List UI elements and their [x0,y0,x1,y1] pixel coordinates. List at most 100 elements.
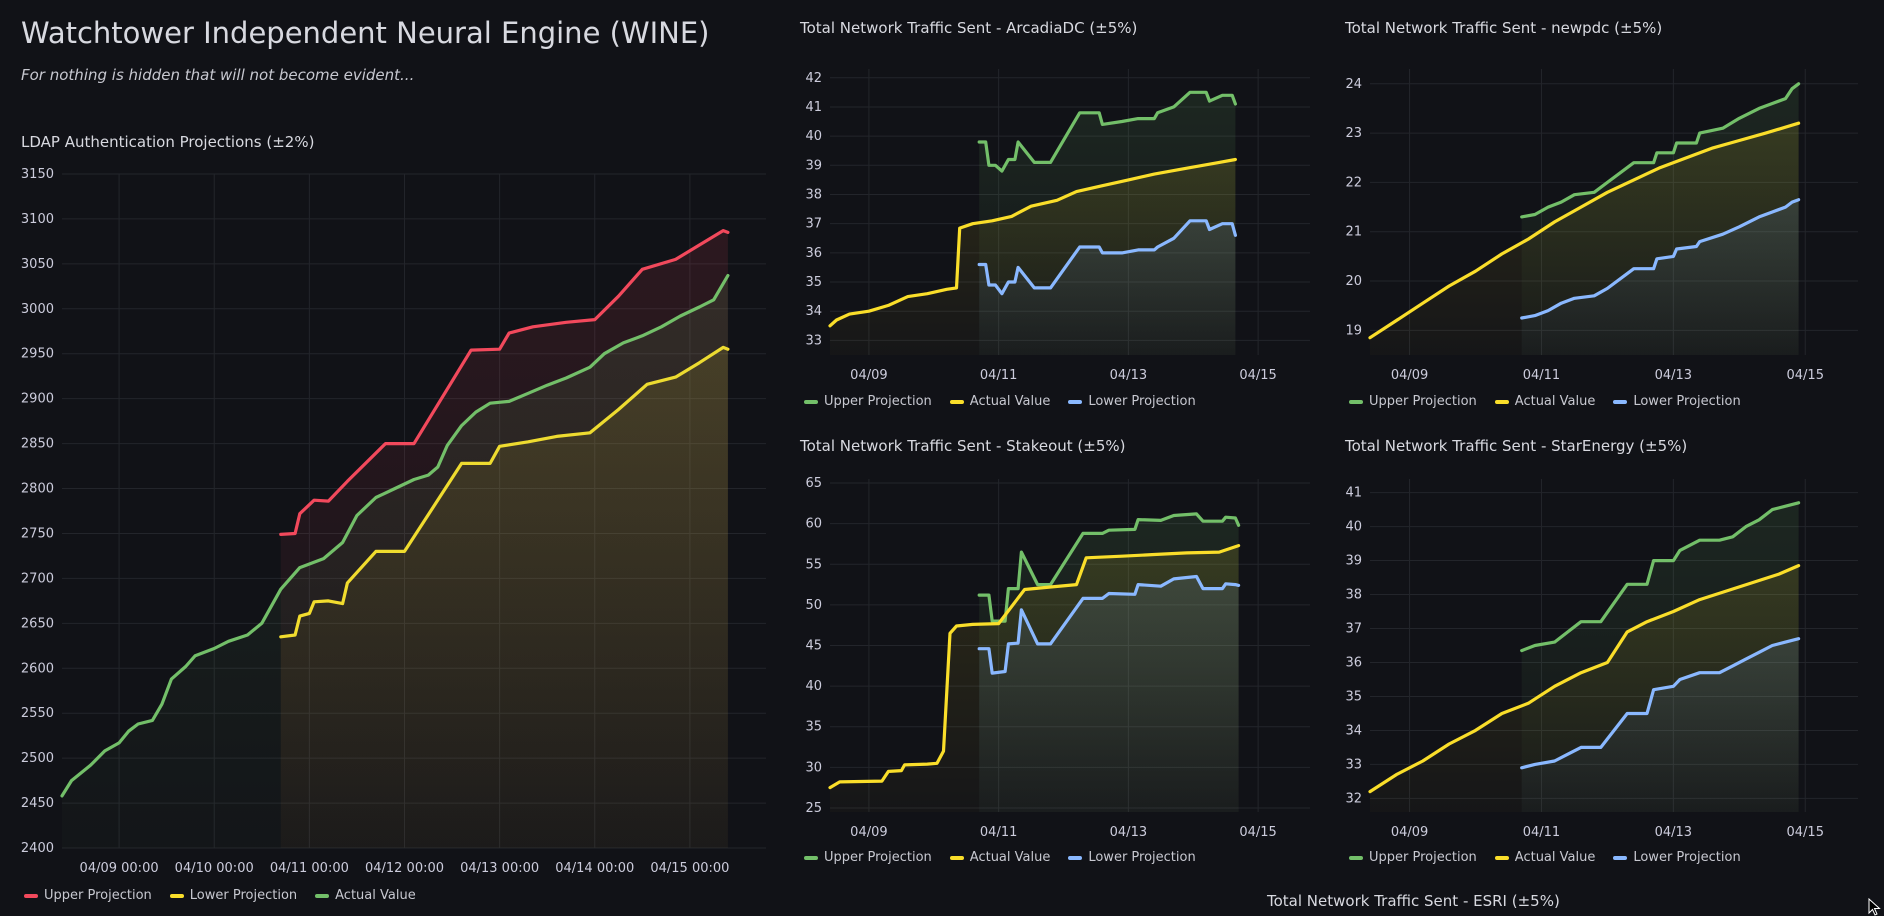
y-tick-label: 2700 [21,571,54,586]
x-tick-label: 04/12 00:00 [365,861,444,876]
series-line-actual-value[interactable] [60,273,730,798]
series-area-lower-projection [1521,638,1799,812]
legend-item-lower-projection[interactable]: Lower Projection [1613,850,1741,865]
legend-item-lower-projection[interactable]: Lower Projection [1068,394,1196,409]
legend-label: Actual Value [1514,850,1596,865]
y-tick-label: 39 [805,158,822,173]
arcadia-chart[interactable]: 33 34 35 36 37 38 39 40 41 42 04/09 04/11 04/13 04/15 [770,55,1312,395]
legend-swatch [1068,855,1083,860]
arcadia-legend[interactable]: Upper Projection Actual Value Lower Projec… [804,394,1196,409]
newpdc-legend[interactable]: Upper Projection Actual Value Lower Projec… [1349,394,1741,409]
series-line-actual-value[interactable] [828,157,1237,328]
y-tick-label: 40 [805,679,822,694]
y-tick-label: 2750 [21,526,54,541]
x-tick-label: 04/11 [980,825,1017,840]
series-line-actual-value[interactable] [1368,121,1801,340]
legend-label: Upper Projection [1369,394,1477,409]
y-tick-label: 3100 [21,212,54,227]
y-tick-label: 34 [1345,723,1362,738]
legend-label: Actual Value [969,394,1051,409]
series-line-actual-value[interactable] [1368,564,1801,794]
x-tick-label: 04/09 [1391,825,1428,840]
x-tick-label: 04/11 [980,368,1017,383]
legend-item-lower-projection[interactable]: Lower Projection [1068,850,1196,865]
legend-label: Upper Projection [44,888,152,903]
x-tick-label: 04/15 00:00 [650,861,729,876]
legend-item-upper-projection[interactable]: Upper Projection [804,394,932,409]
panel-title-ldap[interactable]: LDAP Authentication Projections (±2%) [21,133,315,151]
legend-swatch [1068,399,1083,404]
series-line-upper-projection[interactable] [977,90,1237,173]
series-line-lower-projection[interactable] [1520,637,1801,770]
legend-item-actual-value[interactable]: Actual Value [1494,394,1595,409]
legend-swatch [315,893,330,898]
legend-item-actual-value[interactable]: Actual Value [315,888,416,903]
panel-title-stakeout[interactable]: Total Network Traffic Sent - Stakeout (±… [800,437,1126,455]
legend-item-upper-projection[interactable]: Upper Projection [24,888,152,903]
legend-label: Lower Projection [1088,394,1196,409]
legend-item-lower-projection[interactable]: Lower Projection [1613,394,1741,409]
y-tick-label: 40 [805,129,822,144]
series-line-lower-projection[interactable] [1520,198,1801,320]
x-tick-label: 04/13 [1110,825,1147,840]
y-tick-label: 42 [805,71,822,86]
newpdc-chart[interactable]: 19 20 21 22 23 24 04/09 04/11 04/13 04/15 [1320,55,1860,395]
x-tick-label: 04/11 [1523,368,1560,383]
legend-swatch [1613,399,1628,404]
y-tick-label: 38 [1345,588,1362,603]
legend-item-upper-projection[interactable]: Upper Projection [1349,850,1477,865]
y-tick-label: 22 [1345,175,1362,190]
y-tick-label: 40 [1345,520,1362,535]
legend-item-lower-projection[interactable]: Lower Projection [169,888,297,903]
series-line-actual-value[interactable] [828,544,1241,790]
dashboard-subtitle: For nothing is hidden that will not beco… [21,66,415,84]
series-area-lower-projection [979,220,1236,355]
panel-title-arcadia[interactable]: Total Network Traffic Sent - ArcadiaDC (… [800,19,1138,37]
y-tick-label: 23 [1345,126,1362,141]
legend-label: Lower Projection [1633,850,1741,865]
y-tick-label: 3150 [21,167,54,182]
x-tick-label: 04/09 [850,368,887,383]
stakeout-legend[interactable]: Upper Projection Actual Value Lower Projec… [804,850,1196,865]
panel-title-newpdc[interactable]: Total Network Traffic Sent - newpdc (±5%… [1345,19,1663,37]
legend-swatch [949,399,964,404]
starenergy-legend[interactable]: Upper Projection Actual Value Lower Projec… [1349,850,1741,865]
series-line-upper-projection[interactable] [977,512,1241,623]
legend-item-upper-projection[interactable]: Upper Projection [804,850,932,865]
legend-item-actual-value[interactable]: Actual Value [949,850,1051,865]
legend-item-upper-projection[interactable]: Upper Projection [1349,394,1477,409]
ldap-legend[interactable]: Upper Projection Lower Projection Actual V… [24,888,416,903]
legend-swatch [1494,399,1509,404]
panel-title-esri[interactable]: Total Network Traffic Sent - ESRI (±5%) [1267,892,1560,910]
series-line-lower-projection[interactable] [977,219,1237,296]
starenergy-chart[interactable]: 32 33 34 35 36 37 38 39 40 41 04/09 04/11 04/13 04/15 [1320,465,1860,851]
y-tick-label: 45 [805,639,822,654]
y-tick-label: 36 [1345,655,1362,670]
ldap-chart[interactable]: 2400 2450 2500 2550 2600 2650 2700 2750 2800 2850… [0,160,770,876]
series-area-lower-projection [979,576,1239,812]
legend-label: Actual Value [969,850,1051,865]
legend-item-actual-value[interactable]: Actual Value [1494,850,1596,865]
legend-swatch [1613,855,1628,860]
x-tick-label: 04/15 [1239,368,1276,383]
y-tick-label: 2600 [21,661,54,676]
series-line-upper-projection[interactable] [279,229,730,536]
legend-label: Actual Value [335,888,416,903]
legend-label: Upper Projection [824,850,932,865]
x-tick-label: 04/09 00:00 [80,861,159,876]
y-tick-label: 2450 [21,796,54,811]
y-tick-label: 2400 [21,841,54,856]
x-tick-label: 04/10 00:00 [175,861,254,876]
y-tick-label: 65 [805,476,822,491]
panel-title-starenergy[interactable]: Total Network Traffic Sent - StarEnergy … [1345,437,1688,455]
y-tick-label: 24 [1345,77,1362,92]
legend-item-actual-value[interactable]: Actual Value [949,394,1051,409]
stakeout-chart[interactable]: 25 30 35 40 45 50 55 60 65 04/09 04/11 04/13 04/15 [770,465,1312,851]
x-tick-label: 04/13 [1110,368,1147,383]
series-line-upper-projection[interactable] [1520,82,1801,219]
y-tick-label: 3050 [21,257,54,272]
dashboard-title: Watchtower Independent Neural Engine (WI… [21,16,710,50]
y-tick-label: 60 [805,517,822,532]
series-line-lower-projection[interactable] [977,574,1241,675]
series-line-upper-projection[interactable] [1520,501,1801,653]
